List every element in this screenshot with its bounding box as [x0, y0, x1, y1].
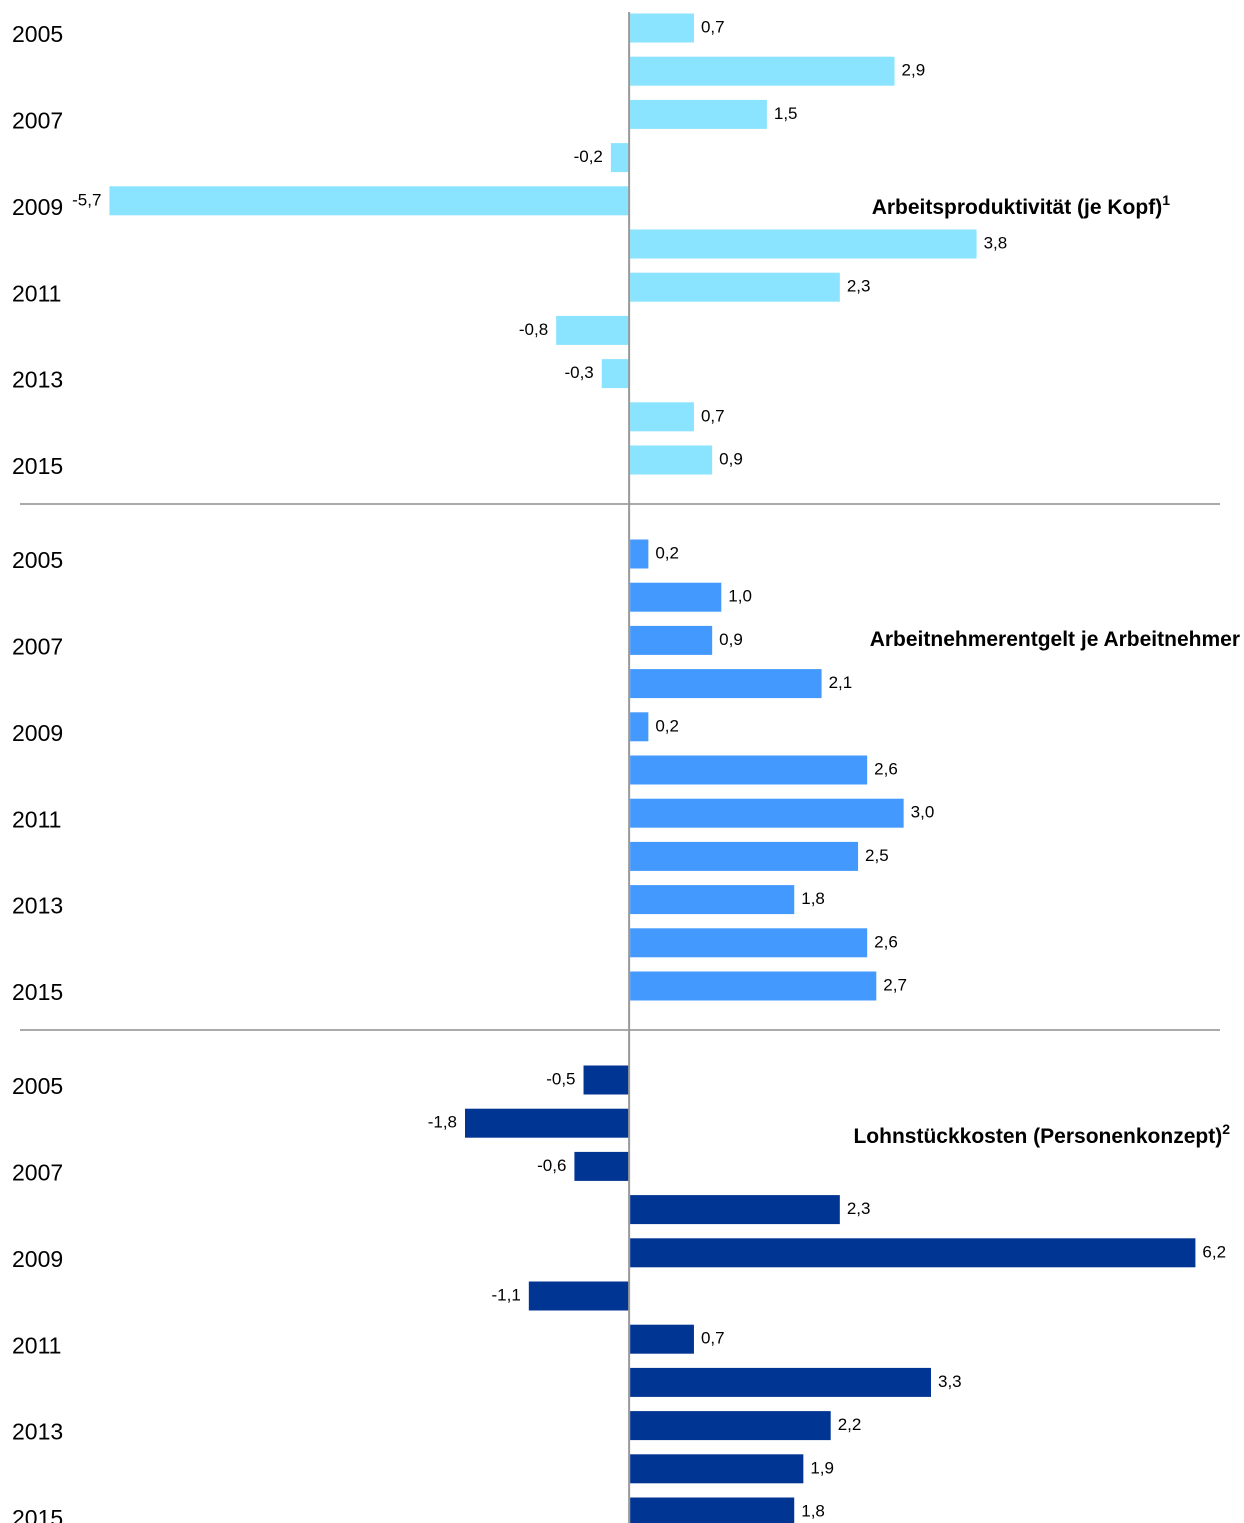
- bar: [630, 1367, 931, 1397]
- value-label: -5,7: [72, 190, 101, 209]
- y-tick-label: 2015: [12, 979, 63, 1005]
- bar: [630, 625, 713, 655]
- value-label: -1,8: [428, 1113, 457, 1132]
- y-tick-label: 2015: [12, 1505, 63, 1523]
- bar: [630, 1454, 804, 1484]
- footnote-marker: 2: [1222, 1121, 1230, 1137]
- bar: [630, 971, 877, 1001]
- value-label: 2,9: [902, 61, 926, 80]
- value-label: -1,1: [492, 1285, 521, 1304]
- title-text: Lohnstückkosten (Personenkonzept): [853, 1125, 1222, 1148]
- bar: [630, 928, 868, 958]
- bar: [630, 56, 895, 86]
- value-label: 2,7: [883, 975, 907, 994]
- value-label: 2,3: [847, 1199, 871, 1218]
- title-text: Arbeitsproduktivität (je Kopf): [872, 196, 1163, 219]
- bar: [630, 13, 694, 43]
- bar: [109, 186, 630, 216]
- value-label: 1,9: [810, 1458, 834, 1477]
- bar: [630, 1324, 694, 1354]
- y-tick-label: 2009: [12, 1246, 63, 1272]
- value-label: 1,5: [774, 104, 798, 123]
- title-text: Arbeitnehmerentgelt je Arbeitnehmer: [870, 628, 1240, 651]
- y-tick-label: 2011: [12, 806, 61, 832]
- bar: [465, 1108, 630, 1138]
- bar: [630, 1238, 1196, 1268]
- y-tick-label: 2005: [12, 547, 63, 573]
- bar: [630, 841, 859, 871]
- bar: [630, 402, 694, 432]
- y-tick-label: 2009: [12, 194, 63, 220]
- value-label: 2,2: [838, 1415, 862, 1434]
- y-tick-label: 2005: [12, 1073, 63, 1099]
- value-label: 2,6: [874, 932, 898, 951]
- y-tick-label: 2007: [12, 1159, 63, 1185]
- bar: [583, 1065, 630, 1095]
- value-label: 6,2: [1202, 1242, 1226, 1261]
- bar: [630, 755, 868, 785]
- value-label: 1,8: [801, 889, 825, 908]
- y-tick-label: 2007: [12, 633, 63, 659]
- value-label: 0,7: [701, 406, 725, 425]
- bar: [630, 99, 767, 129]
- value-label: 3,8: [984, 233, 1008, 252]
- bar: [556, 315, 630, 345]
- y-tick-label: 2011: [12, 280, 61, 306]
- bar: [630, 712, 649, 742]
- value-label: 0,9: [719, 630, 743, 649]
- y-tick-label: 2013: [12, 367, 63, 393]
- footnote-marker: 1: [1162, 192, 1170, 208]
- value-label: 0,2: [655, 543, 679, 562]
- y-tick-label: 2007: [12, 107, 63, 133]
- bar: [630, 885, 795, 915]
- y-tick-label: 2013: [12, 893, 63, 919]
- value-label: -0,6: [537, 1156, 566, 1175]
- value-label: 1,0: [728, 587, 752, 606]
- bar: [630, 539, 649, 569]
- value-label: 0,9: [719, 449, 743, 468]
- value-label: 2,1: [829, 673, 853, 692]
- value-label: 2,3: [847, 277, 871, 296]
- value-label: 0,2: [655, 716, 679, 735]
- y-tick-label: 2005: [12, 21, 63, 47]
- bar: [574, 1151, 630, 1181]
- bar: [630, 229, 977, 259]
- bar: [630, 272, 840, 302]
- y-tick-label: 2009: [12, 720, 63, 746]
- value-label: -0,5: [546, 1069, 575, 1088]
- value-label: -0,8: [519, 320, 548, 339]
- panel-title: Arbeitsproduktivität (je Kopf)1: [872, 192, 1171, 219]
- bar: [601, 359, 630, 389]
- value-label: -0,3: [564, 363, 593, 382]
- panel-title: Arbeitnehmerentgelt je Arbeitnehmer: [870, 628, 1240, 651]
- bar: [630, 1411, 831, 1441]
- panel-title: Lohnstückkosten (Personenkonzept)2: [853, 1121, 1230, 1148]
- y-tick-label: 2013: [12, 1419, 63, 1445]
- bar: [630, 669, 822, 699]
- bar: [610, 143, 630, 173]
- bar: [630, 445, 713, 475]
- value-label: 2,6: [874, 759, 898, 778]
- bar: [630, 1195, 840, 1225]
- value-label: 3,0: [911, 803, 935, 822]
- bar: [630, 1497, 795, 1523]
- value-label: 0,7: [701, 1329, 725, 1348]
- value-label: 2,5: [865, 846, 889, 865]
- y-tick-label: 2015: [12, 453, 63, 479]
- value-label: -0,2: [574, 147, 603, 166]
- value-label: 0,7: [701, 17, 725, 36]
- bar: [528, 1281, 630, 1311]
- value-label: 1,8: [801, 1501, 825, 1520]
- y-tick-label: 2011: [12, 1332, 61, 1358]
- bar: [630, 798, 904, 828]
- value-label: 3,3: [938, 1372, 962, 1391]
- bar: [630, 582, 722, 612]
